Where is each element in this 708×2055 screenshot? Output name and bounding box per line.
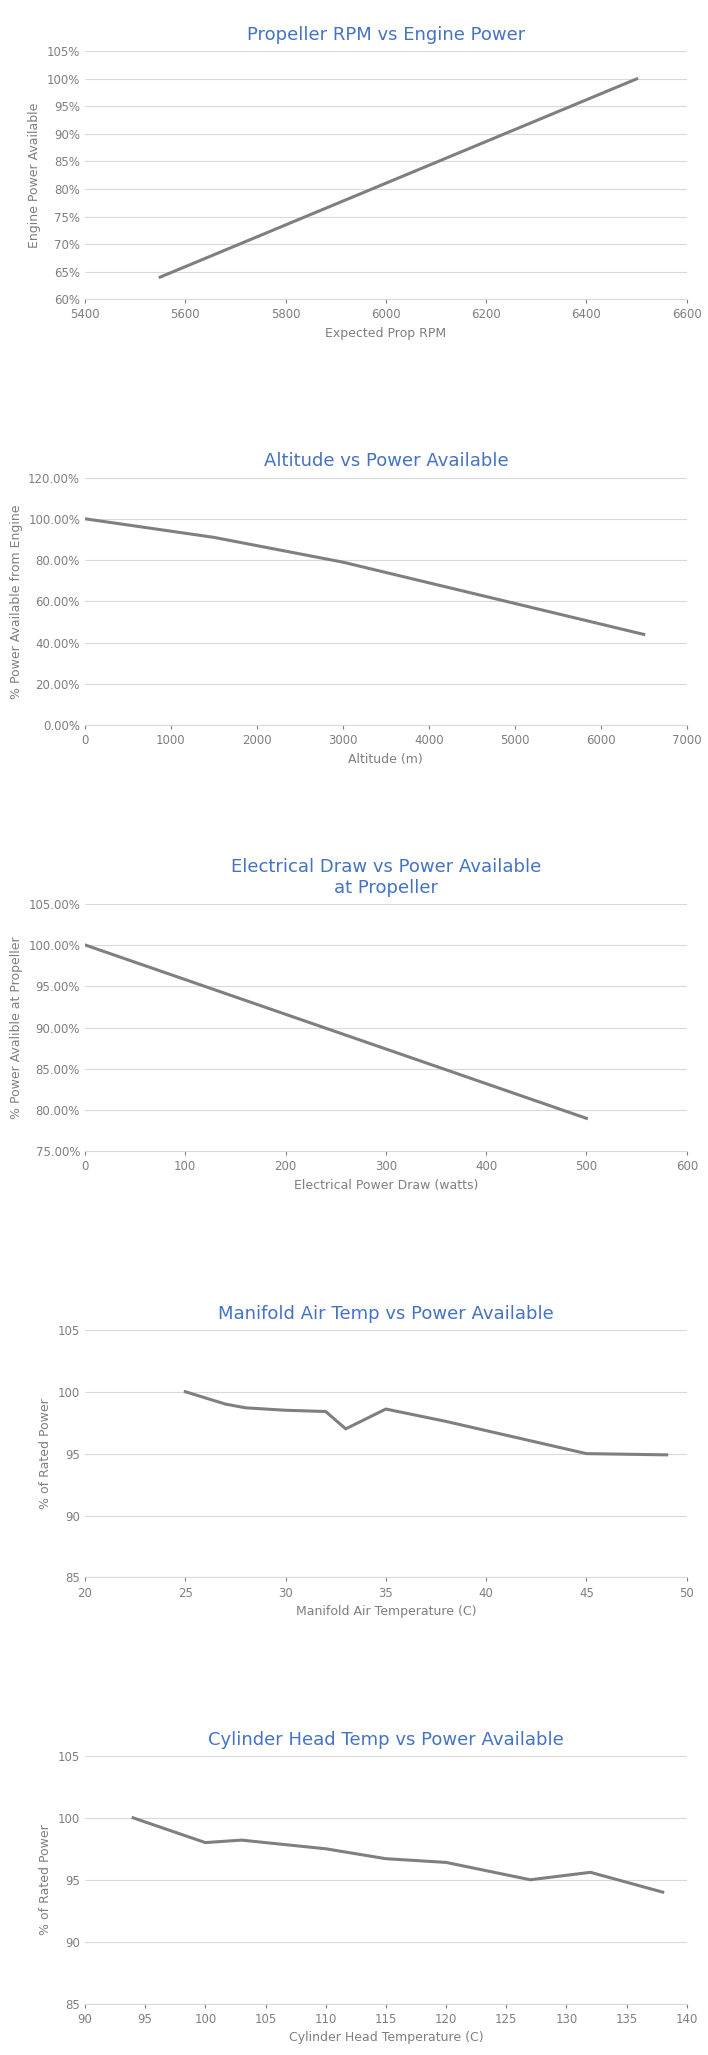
Y-axis label: % of Rated Power: % of Rated Power	[39, 1397, 52, 1508]
Y-axis label: % Power Available from Engine: % Power Available from Engine	[9, 503, 23, 699]
Y-axis label: % of Rated Power: % of Rated Power	[39, 1825, 52, 1936]
Title: Cylinder Head Temp vs Power Available: Cylinder Head Temp vs Power Available	[208, 1730, 564, 1749]
X-axis label: Cylinder Head Temperature (C): Cylinder Head Temperature (C)	[289, 2030, 483, 2045]
Title: Electrical Draw vs Power Available
at Propeller: Electrical Draw vs Power Available at Pr…	[231, 857, 541, 896]
Title: Propeller RPM vs Engine Power: Propeller RPM vs Engine Power	[246, 27, 525, 45]
X-axis label: Expected Prop RPM: Expected Prop RPM	[325, 327, 447, 339]
X-axis label: Manifold Air Temperature (C): Manifold Air Temperature (C)	[296, 1605, 476, 1617]
Title: Manifold Air Temp vs Power Available: Manifold Air Temp vs Power Available	[218, 1305, 554, 1323]
Y-axis label: Engine Power Available: Engine Power Available	[28, 103, 41, 249]
Y-axis label: % Power Avalible at Propeller: % Power Avalible at Propeller	[10, 937, 23, 1118]
X-axis label: Electrical Power Draw (watts): Electrical Power Draw (watts)	[294, 1180, 478, 1192]
Title: Altitude vs Power Available: Altitude vs Power Available	[263, 452, 508, 471]
X-axis label: Altitude (m): Altitude (m)	[348, 752, 423, 767]
